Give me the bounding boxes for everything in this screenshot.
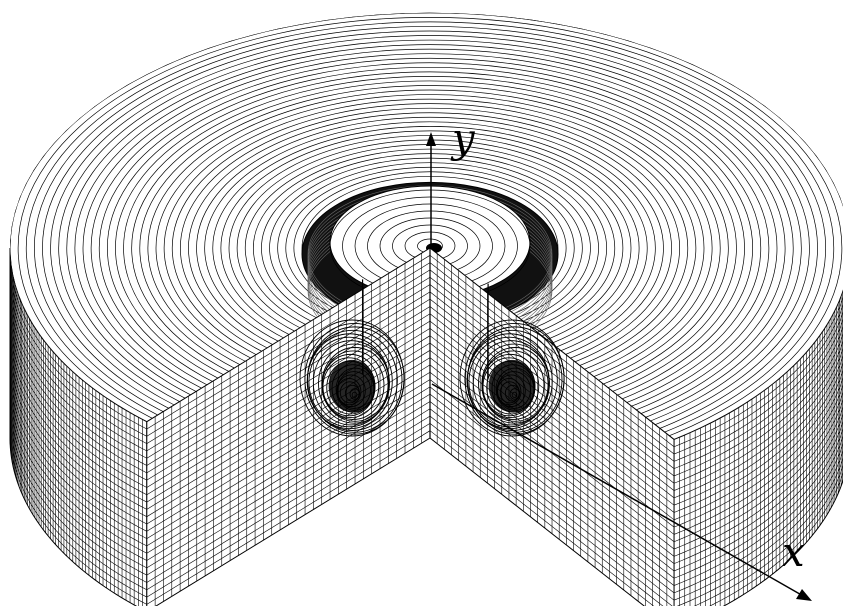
left-dense-region-contour — [321, 353, 380, 419]
x-axis-label: x — [782, 530, 805, 576]
left-cut-face-row — [146, 269, 431, 444]
left-cut-face-row — [146, 313, 431, 488]
right-dense-region-contour — [481, 353, 540, 419]
left-dense-region — [299, 319, 405, 437]
right-cut-face-row — [429, 262, 675, 455]
right-cut-face-row — [429, 379, 675, 572]
top-ring — [74, 48, 786, 440]
left-cut-face-row — [146, 379, 431, 554]
top-ring — [25, 21, 835, 440]
left-cut-face-row — [146, 415, 431, 591]
left-cut-face-row — [146, 350, 431, 525]
right-cut-face-row — [429, 255, 675, 447]
right-cut-face-row — [429, 430, 654, 606]
left-cut-face-row — [146, 284, 431, 459]
right-cut-face-row — [429, 386, 675, 579]
left-cut-face-row — [146, 393, 431, 569]
left-cut-face-row — [146, 401, 431, 576]
top-ring — [82, 53, 778, 440]
left-dense-region-contour — [322, 350, 385, 420]
left-cut-face-row — [146, 255, 431, 430]
left-cut-face-row — [146, 291, 431, 466]
left-cut-face-row — [146, 371, 431, 547]
right-cut-face-row — [429, 415, 673, 606]
left-cut-face-row — [146, 408, 431, 583]
right-cut-face-row — [429, 423, 664, 606]
right-side-wall — [673, 289, 843, 606]
cylinder-mesh — [9, 12, 843, 606]
right-cut-face-row — [429, 298, 675, 491]
y-axis-label: y — [450, 116, 476, 162]
y-axis-arrowhead — [426, 132, 436, 146]
top-ring — [58, 39, 802, 440]
left-cut-face-row — [146, 262, 431, 437]
right-dense-region-core — [488, 359, 536, 413]
coordinate-axes: y x — [426, 116, 812, 601]
left-dense-region-core — [328, 359, 376, 413]
right-cut-face-row — [429, 401, 675, 594]
left-cut-face-row — [146, 386, 431, 561]
right-dense-region-contour — [482, 350, 545, 420]
right-cut-face-row — [429, 269, 675, 462]
left-cut-face-row — [146, 357, 431, 532]
left-cut-face-row — [146, 320, 431, 496]
right-cut-face-row — [429, 350, 675, 542]
top-ring — [66, 44, 794, 440]
right-dense-region-contour — [464, 322, 565, 435]
left-cut-face-row — [146, 276, 431, 452]
left-dense-region-contour — [304, 322, 405, 435]
x-axis — [431, 383, 806, 598]
right-cut-face-row — [429, 393, 675, 586]
right-cut-face-row — [429, 306, 675, 499]
left-cut-face-row — [146, 423, 431, 598]
top-ring — [17, 16, 843, 440]
right-dense-region-contour — [478, 343, 550, 424]
top-ring — [50, 35, 810, 440]
left-cut-face-row — [146, 306, 431, 481]
left-cut-face-row — [146, 430, 431, 605]
left-side-wall — [9, 247, 148, 606]
right-cut-face-row — [429, 408, 675, 601]
x-axis-arrowhead — [796, 589, 812, 601]
left-cut-face-row — [146, 298, 431, 474]
left-dense-region-contour — [306, 333, 393, 430]
top-ring — [42, 30, 818, 440]
top-ring — [33, 26, 827, 440]
right-cut-face-row — [429, 342, 675, 535]
left-cut-face-row — [146, 342, 431, 517]
left-dense-region-contour — [318, 343, 390, 424]
right-cut-face-row — [429, 313, 675, 506]
